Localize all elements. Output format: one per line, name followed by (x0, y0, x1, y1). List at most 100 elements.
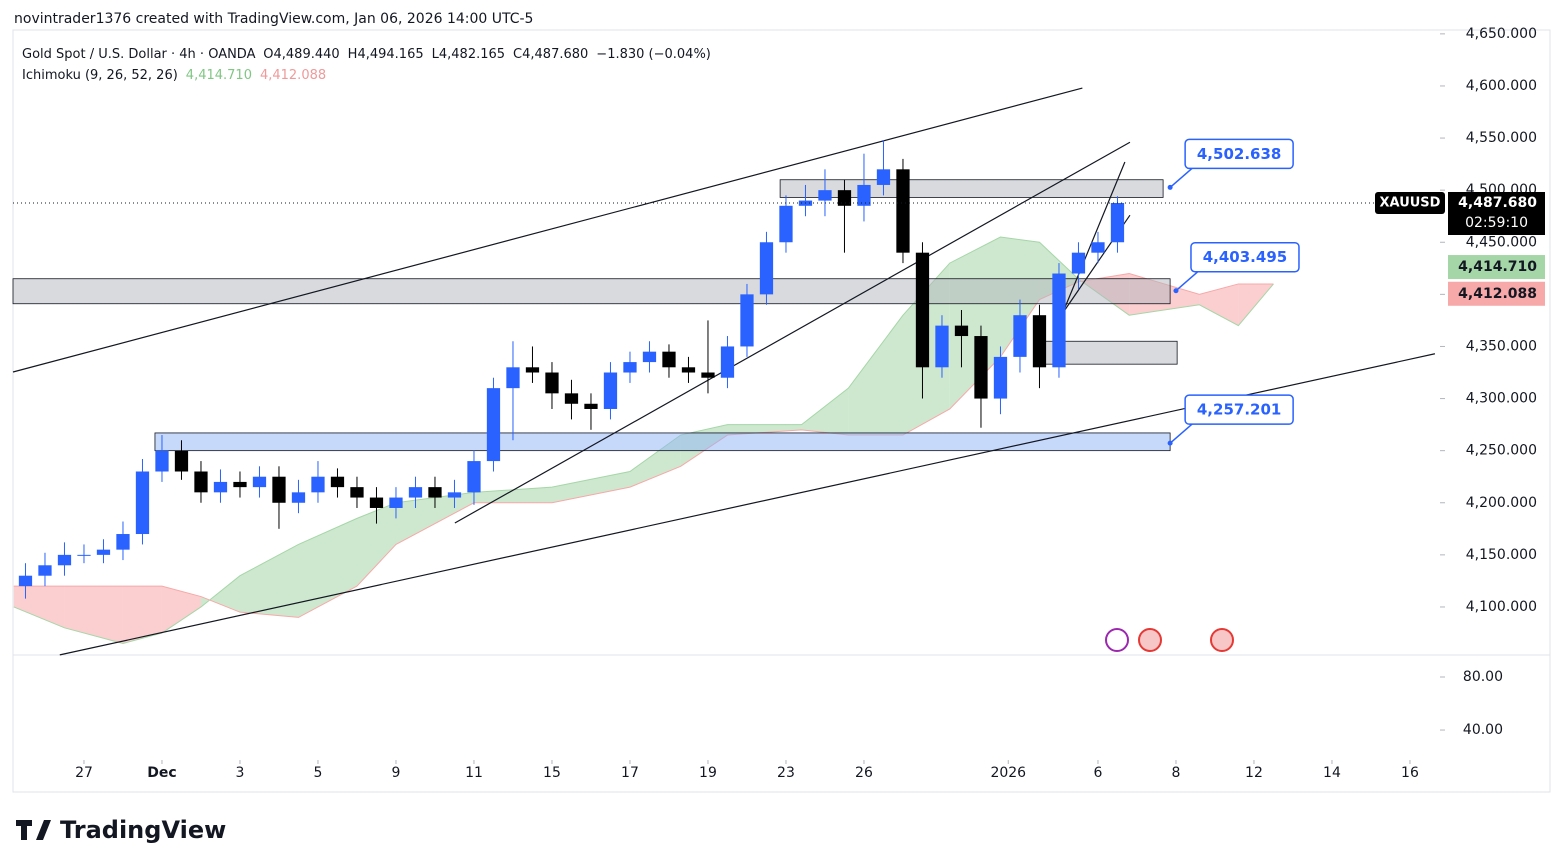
candle-body (1013, 315, 1027, 357)
y-tick-label: 4,550.000 (1466, 130, 1537, 146)
x-tick-label: 14 (1323, 765, 1341, 781)
event-icon (1105, 628, 1129, 652)
trend-line (12, 87, 1083, 373)
cloud-segment (200, 575, 240, 613)
y-tick-label: 4,300.000 (1466, 391, 1537, 407)
indicator-legend: Ichimoku (9, 26, 52, 26) 4,414.710 4,412.0… (22, 68, 326, 83)
candle-body (974, 336, 988, 399)
x-tick-label: 12 (1245, 765, 1263, 781)
candle-body (369, 497, 384, 508)
x-tick-label: 27 (75, 765, 93, 781)
candle-body (603, 372, 618, 409)
symbol: Gold Spot / U.S. Dollar · 4h · OANDA (22, 47, 256, 62)
logo: TradingView (60, 816, 226, 844)
candle-body (18, 575, 33, 587)
callout-box (1184, 394, 1294, 425)
price-badge (1448, 191, 1545, 235)
candle-body (662, 351, 676, 368)
candle-body (486, 388, 501, 462)
candle-body (57, 554, 72, 566)
symbol-badge (1375, 191, 1445, 214)
candle-body (272, 476, 286, 503)
x-tick-label: 17 (621, 765, 639, 781)
x-tick-label: 2026 (990, 765, 1026, 781)
credit: novintrader1376 created with TradingView… (14, 11, 533, 27)
indicator-name: Ichimoku (9, 26, 52, 26) (22, 68, 178, 83)
callout-label: 4,502.638 (1197, 145, 1281, 163)
trend-line (454, 141, 1131, 524)
event-icon (1138, 628, 1162, 652)
x-tick-label: 11 (465, 765, 483, 781)
candle-body (233, 481, 247, 488)
cloud-segment (122, 586, 162, 644)
span-badge (1448, 281, 1545, 306)
y-tick-label: 4,600.000 (1466, 78, 1537, 94)
y-tick-label: 80.00 (1463, 669, 1503, 685)
cloud-segment (727, 424, 802, 436)
x-tick-label: Dec (147, 765, 176, 781)
candle-body (779, 205, 793, 243)
x-tick-label: 19 (699, 765, 717, 781)
candle-body (681, 367, 696, 373)
event-icon (1210, 628, 1234, 652)
ohlc-value: 4,494.165 (357, 47, 423, 62)
span-badge (1448, 255, 1545, 280)
ohlc-value: 4,482.165 (439, 47, 505, 62)
candle-body (311, 476, 325, 493)
candle-body (896, 169, 910, 253)
candle-body (818, 190, 832, 201)
symbol-label: XAUUSD (1380, 195, 1441, 210)
cloud-segment (298, 518, 357, 618)
span-label: 4,412.088 (1458, 286, 1537, 302)
x-tick-label: 3 (236, 765, 245, 781)
candle-body (135, 471, 150, 535)
callout-anchor (1167, 184, 1173, 190)
cloud-segment (64, 586, 123, 644)
candle-body (252, 476, 267, 488)
candle-body (623, 362, 637, 373)
price-label: 4,487.680 (1458, 195, 1537, 211)
candle-body (1110, 202, 1125, 243)
zone (154, 432, 1171, 452)
candle-body (935, 325, 949, 368)
candle-body (350, 487, 364, 498)
span-label: 4,414.710 (1458, 259, 1537, 275)
candle-body (759, 242, 774, 295)
candle-body (857, 184, 871, 206)
y-tick-label: 4,150.000 (1466, 547, 1537, 563)
callout-anchor (1173, 288, 1179, 294)
candle-body (194, 471, 208, 493)
candle-body (213, 481, 228, 493)
callout-anchor (1167, 440, 1173, 446)
callout-label: 4,257.201 (1197, 401, 1281, 419)
x-tick-label: 16 (1401, 765, 1419, 781)
candle-body (77, 554, 91, 556)
candle-body (467, 461, 481, 493)
candle-body (408, 487, 423, 498)
trend-line (1064, 161, 1126, 309)
x-tick-label: 15 (543, 765, 561, 781)
callout-pointer (1175, 270, 1200, 292)
candle-body (525, 367, 540, 373)
zone (779, 179, 1164, 198)
ohlc-key: O (263, 47, 273, 62)
callout-box (1184, 138, 1294, 170)
y-tick-label: 4,450.000 (1466, 234, 1537, 250)
ohlc-key: L (432, 47, 440, 62)
candle-body (38, 565, 52, 576)
cloud-segment (356, 502, 396, 587)
ohlc-value: 4,489.440 (274, 47, 340, 62)
candle-body (506, 367, 520, 389)
candle-body (954, 325, 969, 337)
candle-body (837, 190, 852, 206)
candle-body (720, 346, 735, 378)
ohlc-key: C (513, 47, 522, 62)
y-tick-label: 4,200.000 (1466, 495, 1537, 511)
x-tick-label: 26 (855, 765, 873, 781)
ohlc-key: H (348, 47, 358, 62)
callout-label: 4,403.495 (1203, 248, 1287, 266)
cloud-segment (239, 544, 299, 618)
candle-body (291, 492, 306, 503)
candle-body (876, 169, 891, 185)
